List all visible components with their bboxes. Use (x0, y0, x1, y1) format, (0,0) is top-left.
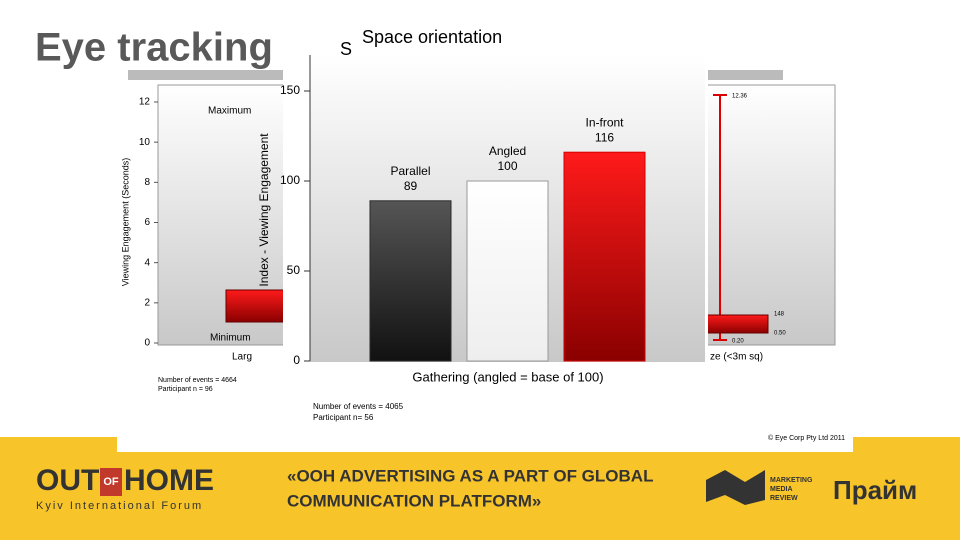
value-label: 100 (497, 159, 517, 173)
value-label: 116 (595, 130, 614, 144)
right-label: 148 (774, 312, 785, 318)
partner: REVIEW (770, 495, 798, 502)
annotation: Minimum (210, 333, 251, 344)
note: Participant n = 96 (158, 386, 213, 393)
bar (369, 200, 452, 362)
y-axis-label: Index - Viewing Engagement (257, 133, 271, 287)
y-tick-label: 100 (280, 173, 300, 187)
bar-category: In-front (585, 115, 624, 129)
logo: HOME (124, 464, 214, 497)
y-axis-label: Viewing Engagement (Seconds) (120, 158, 130, 286)
note: Participant n= 56 (313, 413, 374, 422)
value-label: 89 (404, 179, 418, 193)
note: Number of events = 4065 (313, 402, 404, 411)
y-tick-label: 12 (139, 97, 151, 108)
slogan: COMMUNICATION PLATFORM» (287, 491, 541, 510)
slogan: «OOH ADVERTISING AS A PART OF GLOBAL (287, 466, 653, 485)
logo: OUT (36, 464, 99, 497)
y-tick-label: 6 (144, 217, 150, 228)
x-axis-label: Gathering (angled = base of 100) (412, 369, 603, 384)
left-box (225, 289, 287, 323)
y-tick-label: 10 (139, 137, 151, 148)
y-tick-label: 2 (144, 297, 150, 308)
bar (563, 151, 646, 362)
y-tick-label: 8 (144, 177, 150, 188)
y-tick-label: 0 (293, 353, 300, 367)
slide-title: Eye tracking (35, 26, 273, 70)
y-tick-label: 50 (287, 263, 301, 277)
logo: OF (103, 476, 119, 488)
right-box (699, 314, 769, 334)
partner-icon (706, 470, 765, 505)
y-tick-label: 0 (144, 338, 150, 349)
y-tick-label: 4 (144, 257, 150, 268)
footer-band (0, 437, 960, 540)
copyright: © Eye Corp Pty Ltd 2011 (768, 434, 845, 442)
subtitle: Space orientation (362, 27, 502, 47)
partner: MEDIA (770, 486, 793, 493)
right-x-label: ze (<3m sq) (710, 352, 763, 363)
annotation: Maximum (208, 106, 251, 117)
right-label: 0.50 (774, 331, 786, 337)
bar (466, 180, 549, 362)
partner: MARKETING (770, 477, 813, 484)
bar-category: Angled (489, 144, 526, 158)
right-label: 0.20 (732, 339, 744, 345)
note: Number of events = 4664 (158, 377, 237, 384)
bar-category: Parallel (390, 164, 430, 178)
logo-badge (100, 468, 122, 496)
partner-logo: Прайм (833, 475, 917, 505)
subtitle-cut: S (340, 39, 352, 59)
annotation: Larg (232, 352, 252, 363)
right-label: 12.36 (732, 94, 748, 100)
y-tick-label: 150 (280, 83, 300, 97)
logo-sub: Kyiv International Forum (36, 500, 203, 512)
